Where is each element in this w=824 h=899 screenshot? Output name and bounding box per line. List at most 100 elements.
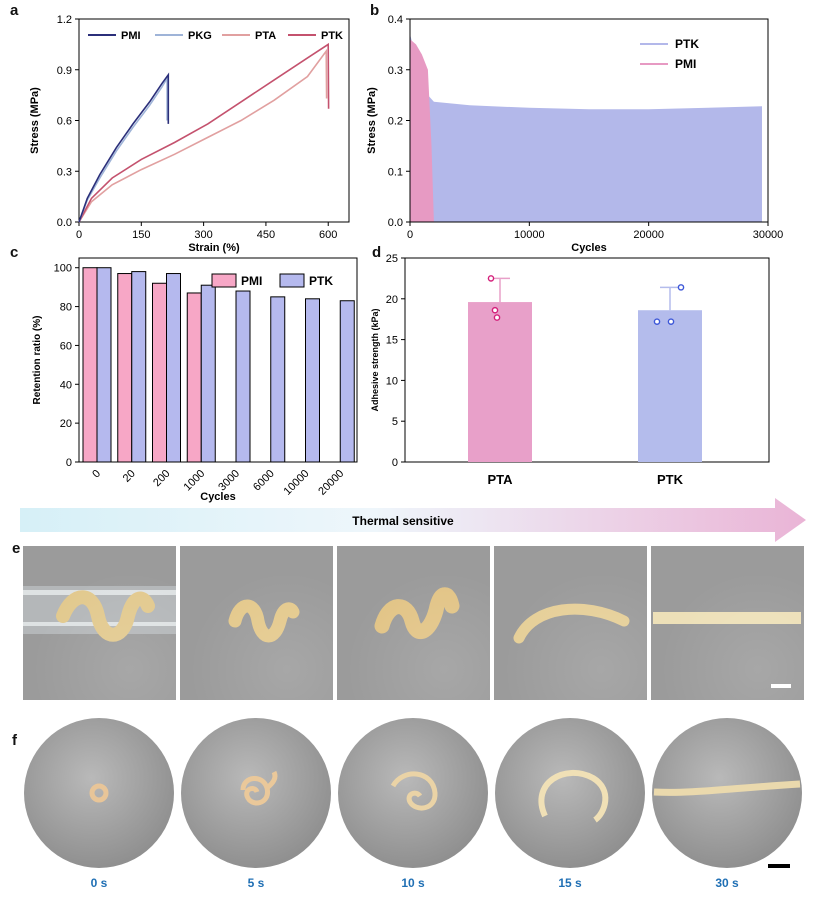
chart-b-xlabel: Cycles [571,242,606,254]
chart-d-bar-ptk [638,310,702,462]
chart-d-ytick-label: 20 [386,294,398,306]
chart-a-legend-pta: PTA [255,30,276,42]
panel-label-c: c [10,244,19,261]
chart-c-bar-ptk [305,298,320,463]
chart-c-bar-ptk [166,273,181,463]
chart-b-ylabel: Stress (MPa) [366,87,378,154]
photo-e-5 [651,546,804,700]
chart-c-xtick-label: 200 [151,468,172,489]
chart-c-xlabel: Cycles [200,491,235,503]
dish-f-5-drawing [653,780,801,796]
panel-label-b: b [370,2,380,19]
chart-d-ytick-label: 10 [386,375,398,387]
chart-a-xtick-label: 450 [257,229,275,241]
chart-a-legend-pkg: PKG [188,30,212,42]
dish-f-3 [338,718,488,868]
panel-label-f: f [12,732,17,749]
chart-a-xlabel: Strain (%) [188,242,240,254]
time-label-10s: 10 s [401,876,425,890]
chart-a-xtick-label: 0 [76,229,82,241]
chart-d-point-ptk [653,318,661,325]
photo-e-2-drawing [228,599,300,643]
dish-f-5 [652,718,802,868]
chart-c-legend-pmi: PMI [241,274,262,288]
chart-d-ylabel: Adhesive strength (kPa) [370,308,380,411]
chart-c-ytick-label: 80 [60,302,72,314]
dish-f-1-drawing [89,783,109,803]
panel-label-e: e [12,540,21,557]
arrow-label: Thermal sensitive [352,514,454,528]
photo-e-4-drawing [513,603,630,644]
chart-c-xtick-label: 20000 [316,468,346,498]
chart-b-ytick-label: 0.0 [388,217,403,229]
chart-c-bar-pmi [186,292,202,463]
chart-d-ytick-label: 0 [392,457,398,469]
chart-c-xtick-label: 10000 [282,468,312,498]
photo-e-3-drawing [374,587,460,640]
photo-e-2 [180,546,333,700]
chart-c-bar-ptk [96,267,112,463]
dish-f-2 [181,718,331,868]
chart-c-ytick-label: 40 [60,379,72,391]
dish-f-4-drawing [538,770,609,823]
chart-b-ytick-label: 0.4 [388,14,403,26]
chart-c-legend-swatch-pmi [211,273,237,288]
chart-a-ytick-label: 1.2 [57,14,72,26]
chart-c-bar-ptk [339,300,355,463]
chart-c-ytick-label: 60 [60,340,72,352]
thermal-arrow: Thermal sensitive [20,498,806,542]
chart-b-legend-pmi: PMI [675,57,696,71]
chart-d-ytick-label: 15 [386,335,398,347]
chart-d-xtick-label-pta: PTA [487,472,513,487]
chart-b-ytick-label: 0.2 [388,116,403,128]
photo-e-3 [337,546,490,700]
chart-a-line-pta [78,48,328,223]
chart-c-xtick-label: 0 [90,468,103,481]
chart-c-ytick-label: 20 [60,418,72,430]
chart-b-ytick-label: 0.1 [388,166,403,178]
chart-d-frame [404,257,770,463]
time-label-30s: 30 s [715,876,739,890]
chart-b-legend-ptk: PTK [675,37,699,51]
chart-d-point-pta [493,314,501,321]
chart-a-xtick-label: 300 [194,229,212,241]
chart-c-bar-ptk [270,296,286,463]
photo-e-5-drawing [653,612,801,688]
chart-c-bar-pmi [82,267,98,463]
chart-a-xtick-label: 600 [319,229,337,241]
chart-b-ytick-label: 0.3 [388,65,403,77]
chart-b-area-pmi [410,39,434,222]
chart-c-ytick-label: 100 [54,263,72,275]
dish-f-1 [24,718,174,868]
chart-d-bar-pta [468,302,532,462]
chart-a-ylabel: Stress (MPa) [29,87,41,154]
chart-c-bar-ptk [131,271,147,463]
chart-a-ytick-label: 0.0 [57,217,72,229]
dish-f-2-drawing [240,770,278,806]
chart-d-xtick-label-ptk: PTK [657,472,684,487]
chart-c-bar-ptk [235,290,251,463]
chart-d-ytick-label: 25 [386,253,398,265]
chart-c-ylabel: Retention ratio (%) [32,316,43,405]
chart-b-xtick-label: 10000 [514,229,545,241]
chart-c-xtick-label: 6000 [251,468,277,494]
panel-label-d: d [372,244,382,261]
time-label-15s: 15 s [558,876,582,890]
chart-a-line-pmi [78,72,170,223]
chart-a-ytick-label: 0.9 [57,65,72,77]
chart-c-legend-swatch-ptk [279,273,305,288]
chart-b-xtick-label: 30000 [753,229,784,241]
chart-b-area-ptk [410,34,762,223]
chart-c-frame [78,257,358,463]
time-label-0s: 0 s [90,876,108,890]
chart-a-ytick-label: 0.3 [57,166,72,178]
chart-d-point-pta [491,306,499,314]
chart-b-xtick-label: 20000 [633,229,664,241]
chart-d-point-ptk [677,284,685,291]
dish-f-4 [495,718,645,868]
photo-e-4 [494,546,647,700]
chart-a-line-ptk [78,42,330,223]
chart-c-bar-pmi [117,273,133,463]
chart-c-bar-ptk [200,284,216,463]
